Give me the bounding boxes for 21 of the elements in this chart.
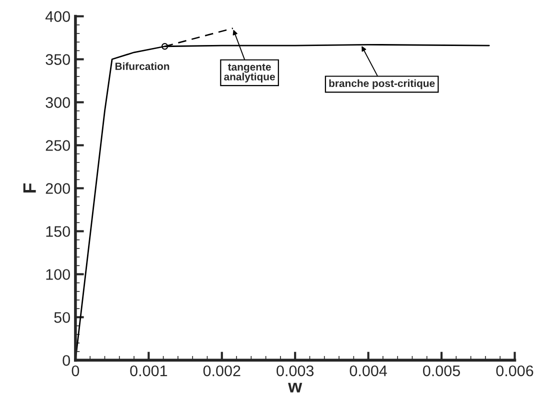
x-tick-label: 0.002 (203, 365, 240, 376)
annotation: branche post-critique (329, 79, 435, 90)
y-tick-label: 50 (54, 312, 70, 323)
x-tick-label: 0.006 (496, 365, 534, 376)
x-tick-label: 0 (72, 365, 80, 376)
y-tick-label: 0 (62, 355, 70, 366)
y-tick-label: 250 (46, 140, 70, 151)
annotation: tangente analytique (224, 64, 275, 82)
x-tick-label: 0.001 (130, 365, 168, 376)
x-axis-title: w (288, 382, 302, 392)
y-axis-title: F (23, 183, 36, 193)
x-tick-label: 0.004 (350, 365, 387, 376)
y-tick-label: 100 (46, 269, 70, 280)
x-tick-label: 0.005 (423, 365, 460, 376)
y-tick-label: 150 (46, 226, 70, 237)
y-tick-label: 300 (46, 97, 70, 108)
y-tick-label: 200 (46, 183, 70, 194)
x-tick-label: 0.003 (276, 365, 314, 376)
annotation: Bifurcation (115, 62, 170, 70)
y-tick-label: 400 (45, 11, 70, 22)
y-tick-label: 350 (46, 54, 70, 65)
